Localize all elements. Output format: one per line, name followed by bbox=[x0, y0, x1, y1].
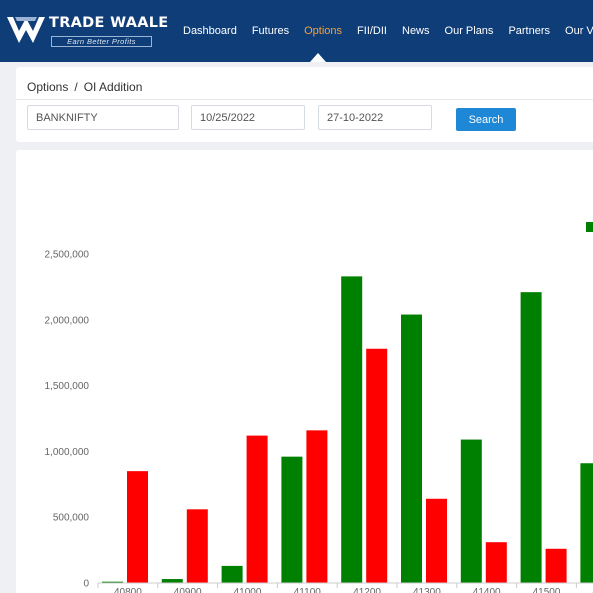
nav-item-our-plans[interactable]: Our Plans bbox=[444, 25, 494, 37]
x-tick-label-41200: 41200 bbox=[353, 587, 381, 593]
x-tick-label-41400: 41400 bbox=[473, 587, 501, 593]
y-tick-label: 2,500,000 bbox=[45, 250, 90, 261]
bar-put-41100[interactable] bbox=[306, 430, 328, 583]
nav-item-dashboard[interactable]: Dashboard bbox=[183, 25, 237, 37]
nav-item-futures[interactable]: Futures bbox=[251, 25, 290, 37]
to-date-input[interactable] bbox=[318, 105, 432, 130]
bar-put-41400[interactable] bbox=[485, 542, 507, 583]
bar-put-40900[interactable] bbox=[186, 509, 208, 583]
bar-call-41200[interactable] bbox=[341, 276, 363, 583]
main-nav: Dashboard Futures Options FII/DII News O… bbox=[183, 25, 593, 37]
x-tick-label-40900: 40900 bbox=[174, 587, 202, 593]
top-navbar: TRADE WAALE Earn Better Profits Dashboar… bbox=[0, 0, 593, 62]
bar-call-41600[interactable] bbox=[580, 463, 593, 583]
oi-chart-card: 0 500,000 1,000,000 1,500,000 2,000,000 2,500… bbox=[16, 150, 593, 593]
breadcrumb-current: OI Addition bbox=[83, 80, 143, 94]
x-tick-label-41000: 41000 bbox=[234, 587, 262, 593]
bar-put-41200[interactable] bbox=[366, 348, 388, 583]
breadcrumb: Options / OI Addition bbox=[27, 80, 142, 94]
breadcrumb-separator: / bbox=[74, 80, 78, 94]
brand-tagline: Earn Better Profits bbox=[51, 36, 152, 47]
bar-call-41500[interactable] bbox=[520, 292, 542, 583]
y-tick-label: 1,000,000 bbox=[45, 447, 90, 458]
x-tick-label-41500: 41500 bbox=[533, 587, 561, 593]
y-tick-label: 500,000 bbox=[53, 513, 90, 524]
oi-addition-bar-chart: 0 500,000 1,000,000 1,500,000 2,000,000 2,500… bbox=[45, 250, 593, 593]
y-tick-label: 0 bbox=[83, 579, 89, 590]
filter-divider bbox=[16, 99, 593, 100]
from-date-input[interactable] bbox=[191, 105, 305, 130]
x-tick-label-40800: 40800 bbox=[114, 587, 142, 593]
x-tick-label-41300: 41300 bbox=[413, 587, 441, 593]
y-tick-label: 2,000,000 bbox=[45, 315, 90, 326]
bar-put-40800[interactable] bbox=[127, 471, 148, 583]
trade-waale-logo-icon[interactable] bbox=[6, 13, 46, 47]
search-button[interactable]: Search bbox=[456, 108, 516, 131]
y-tick-label: 1,500,000 bbox=[45, 381, 90, 392]
nav-item-options[interactable]: Options bbox=[304, 25, 343, 37]
bar-call-40800[interactable] bbox=[102, 581, 123, 583]
active-nav-caret bbox=[310, 53, 326, 62]
bar-put-41500[interactable] bbox=[545, 548, 567, 583]
bar-call-41100[interactable] bbox=[281, 456, 303, 583]
nav-item-fii-dii[interactable]: FII/DII bbox=[357, 25, 387, 37]
symbol-input[interactable] bbox=[27, 105, 179, 130]
bar-call-41400[interactable] bbox=[460, 439, 482, 583]
nav-item-our-videos[interactable]: Our Videos bbox=[565, 25, 593, 37]
filter-panel: Options / OI Addition Search bbox=[16, 67, 593, 142]
nav-item-news[interactable]: News bbox=[402, 25, 430, 37]
bar-call-41000[interactable] bbox=[221, 565, 243, 583]
brand-name[interactable]: TRADE WAALE bbox=[49, 15, 169, 31]
breadcrumb-parent[interactable]: Options bbox=[27, 80, 69, 94]
bar-call-40900[interactable] bbox=[161, 579, 183, 583]
nav-item-partners[interactable]: Partners bbox=[508, 25, 551, 37]
bar-call-41300[interactable] bbox=[401, 314, 422, 583]
bar-put-41300[interactable] bbox=[426, 498, 447, 583]
x-tick-label-41100: 41100 bbox=[294, 587, 322, 593]
bar-put-41000[interactable] bbox=[246, 435, 268, 583]
legend-swatch-call[interactable] bbox=[586, 222, 593, 232]
